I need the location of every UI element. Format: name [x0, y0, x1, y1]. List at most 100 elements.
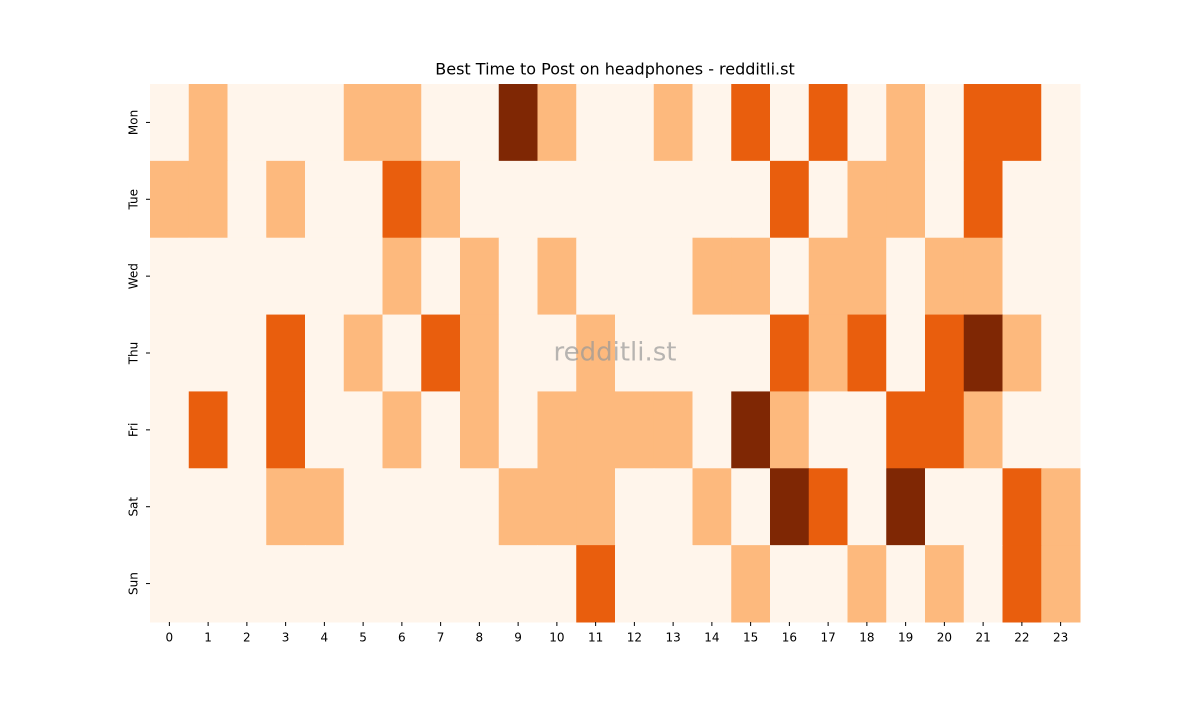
cell	[343, 237, 383, 316]
cell	[421, 160, 461, 239]
cell	[1002, 468, 1042, 546]
cell	[653, 84, 693, 162]
cell	[925, 314, 965, 392]
cell	[653, 237, 693, 316]
cell	[421, 84, 461, 162]
cell	[808, 84, 848, 162]
cell	[808, 160, 848, 239]
cell	[537, 468, 577, 546]
cell	[576, 468, 616, 546]
cell	[770, 314, 810, 392]
cell	[886, 237, 926, 316]
cell	[343, 545, 383, 623]
cell	[460, 237, 500, 316]
cell	[305, 545, 345, 623]
cell	[925, 468, 965, 546]
y-tick-label: Mon	[127, 110, 141, 135]
cell	[847, 237, 887, 316]
cell	[615, 84, 655, 162]
cell	[382, 160, 422, 239]
cell	[305, 314, 345, 392]
x-tick-label: 5	[359, 631, 367, 645]
cell	[886, 160, 926, 239]
x-tick-label: 17	[820, 631, 835, 645]
cell	[382, 84, 422, 162]
cell	[266, 84, 306, 162]
cell	[266, 391, 306, 469]
x-tick-label: 23	[1053, 631, 1068, 645]
cell	[615, 391, 655, 469]
cell	[266, 545, 306, 623]
cell	[421, 468, 461, 546]
cell	[188, 314, 228, 392]
cell	[382, 468, 422, 546]
cell	[266, 160, 306, 239]
cell	[576, 237, 616, 316]
cell	[692, 391, 732, 469]
cell	[537, 314, 577, 392]
x-tick-label: 0	[166, 631, 174, 645]
cell	[498, 160, 538, 239]
cell	[382, 545, 422, 623]
cell	[692, 314, 732, 392]
cell	[227, 84, 267, 162]
cell	[770, 160, 810, 239]
cell	[615, 237, 655, 316]
cell	[1041, 468, 1081, 546]
x-tick-label: 10	[549, 631, 564, 645]
cell	[188, 391, 228, 469]
cell	[692, 545, 732, 623]
cell	[188, 160, 228, 239]
cell	[886, 314, 926, 392]
cell	[1002, 237, 1042, 316]
cell	[421, 237, 461, 316]
cell	[382, 237, 422, 316]
cell	[653, 391, 693, 469]
cell	[576, 84, 616, 162]
cell	[1041, 84, 1081, 162]
cell	[808, 391, 848, 469]
cell	[227, 237, 267, 316]
cell	[847, 84, 887, 162]
cell	[615, 314, 655, 392]
x-tick-label: 12	[627, 631, 642, 645]
cell	[731, 391, 771, 469]
cell	[460, 160, 500, 239]
watermark: redditli.st	[554, 338, 677, 368]
cell	[150, 237, 190, 316]
cell	[421, 314, 461, 392]
cell	[731, 84, 771, 162]
cell	[963, 160, 1003, 239]
x-tick-label: 7	[437, 631, 445, 645]
cell	[963, 391, 1003, 469]
cell	[653, 314, 693, 392]
cell	[731, 237, 771, 316]
cell	[188, 545, 228, 623]
cell	[1002, 314, 1042, 392]
cell	[460, 314, 500, 392]
y-tick-label: Sat	[127, 497, 141, 517]
cell	[266, 237, 306, 316]
y-tick-label: Sun	[127, 572, 141, 595]
cell	[227, 545, 267, 623]
cell	[576, 160, 616, 239]
cell	[925, 391, 965, 469]
cell	[847, 391, 887, 469]
cell	[886, 391, 926, 469]
cell	[266, 314, 306, 392]
cell	[1002, 545, 1042, 623]
cell	[576, 391, 616, 469]
x-tick-label: 8	[476, 631, 484, 645]
cell	[770, 468, 810, 546]
x-tick-label: 1	[204, 631, 212, 645]
x-tick-label: 2	[243, 631, 251, 645]
cell	[692, 84, 732, 162]
cell	[1041, 314, 1081, 392]
x-tick-label: 15	[743, 631, 758, 645]
cell	[770, 391, 810, 469]
cell	[498, 391, 538, 469]
cell	[305, 84, 345, 162]
cell	[1041, 160, 1081, 239]
cell	[731, 545, 771, 623]
